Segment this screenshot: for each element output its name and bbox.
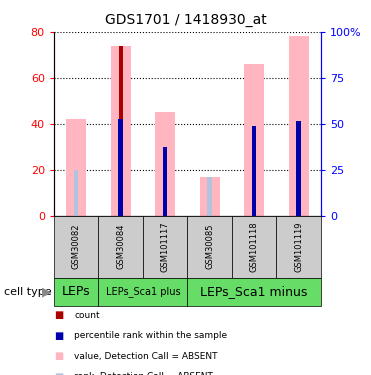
- Bar: [118, 119, 123, 216]
- Bar: [155, 112, 175, 216]
- Bar: [187, 278, 321, 306]
- Bar: [252, 126, 256, 216]
- Bar: [111, 46, 131, 216]
- Bar: [98, 278, 187, 306]
- Bar: [232, 216, 276, 278]
- Text: GSM101119: GSM101119: [294, 221, 303, 272]
- Bar: [74, 170, 78, 216]
- Bar: [98, 216, 143, 278]
- Text: GDS1701 / 1418930_at: GDS1701 / 1418930_at: [105, 13, 266, 27]
- Text: ■: ■: [54, 372, 63, 375]
- Text: GSM30084: GSM30084: [116, 224, 125, 269]
- Text: ■: ■: [54, 331, 63, 340]
- Bar: [207, 177, 212, 216]
- Text: percentile rank within the sample: percentile rank within the sample: [74, 331, 227, 340]
- Text: GSM30082: GSM30082: [72, 224, 81, 269]
- Bar: [163, 147, 167, 216]
- Bar: [54, 278, 98, 306]
- Bar: [244, 64, 264, 216]
- Bar: [200, 177, 220, 216]
- Bar: [163, 147, 167, 216]
- Text: GSM101117: GSM101117: [161, 221, 170, 272]
- Text: ■: ■: [54, 351, 63, 361]
- Text: count: count: [74, 310, 100, 320]
- Text: ■: ■: [54, 310, 63, 320]
- Bar: [252, 126, 256, 216]
- Bar: [289, 36, 309, 216]
- Bar: [187, 216, 232, 278]
- Bar: [296, 122, 301, 216]
- Bar: [66, 119, 86, 216]
- Text: LEPs: LEPs: [62, 285, 91, 298]
- Text: cell type: cell type: [4, 286, 51, 297]
- Text: GSM101118: GSM101118: [250, 221, 259, 272]
- Bar: [54, 216, 98, 278]
- Text: LEPs_Sca1 minus: LEPs_Sca1 minus: [200, 285, 308, 298]
- Bar: [276, 216, 321, 278]
- Text: ▶: ▶: [42, 285, 51, 298]
- Bar: [119, 46, 122, 216]
- Text: value, Detection Call = ABSENT: value, Detection Call = ABSENT: [74, 352, 218, 361]
- Text: LEPs_Sca1 plus: LEPs_Sca1 plus: [105, 286, 180, 297]
- Bar: [296, 122, 301, 216]
- Text: rank, Detection Call = ABSENT: rank, Detection Call = ABSENT: [74, 372, 213, 375]
- Bar: [118, 119, 123, 216]
- Bar: [143, 216, 187, 278]
- Text: GSM30085: GSM30085: [205, 224, 214, 269]
